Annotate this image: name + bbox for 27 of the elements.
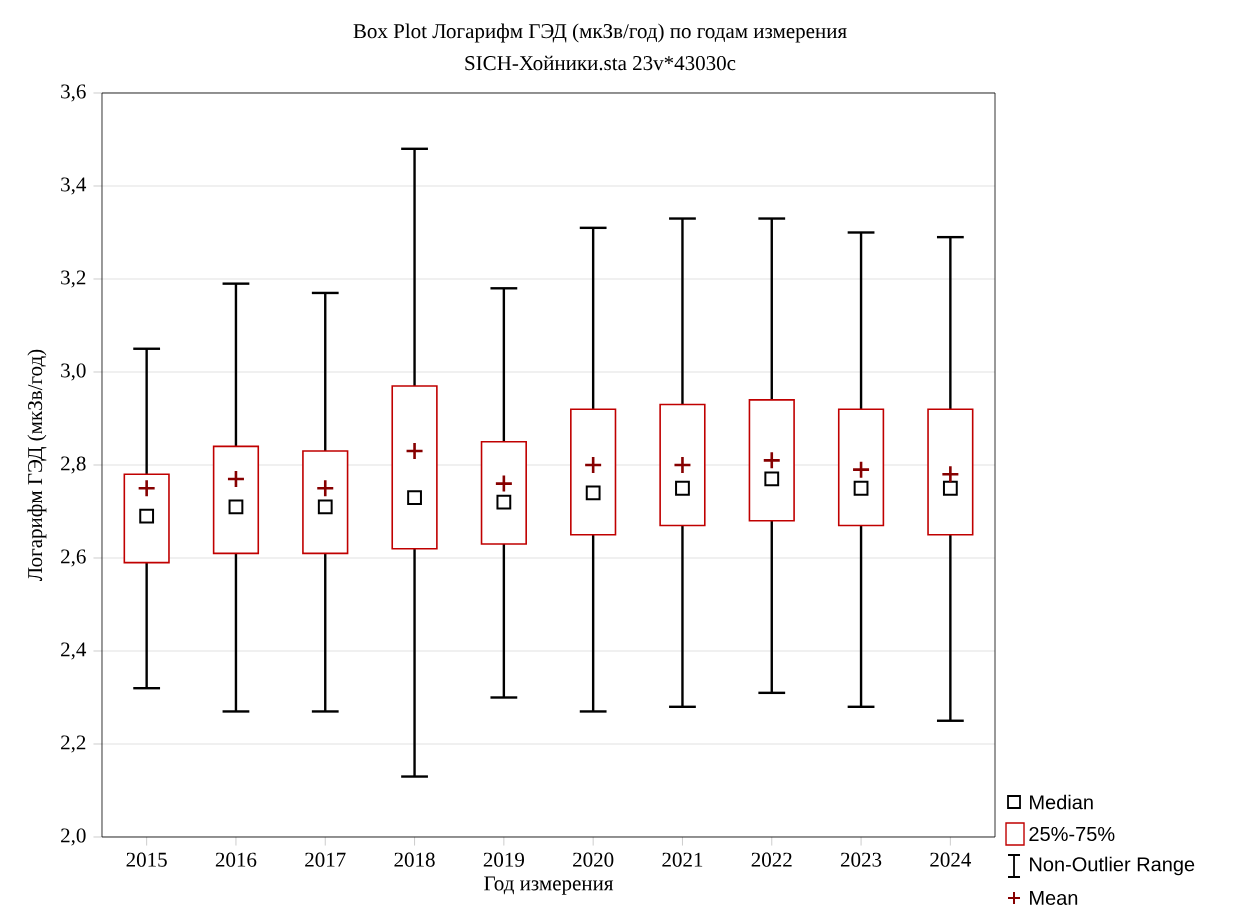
y-tick-label: 3,4	[61, 177, 87, 195]
x-tick-label: 2023	[840, 852, 882, 867]
y-tick-label: 2,8	[61, 456, 86, 474]
x-axis-title: Год измерения	[484, 876, 614, 895]
x-tick-label: 2019	[483, 852, 524, 867]
y-tick-label: 2,4	[61, 642, 87, 660]
x-tick-label: 2015	[126, 852, 167, 867]
text: Mean	[1030, 891, 1078, 905]
y-axis-title: Логарифм ГЭД (мкЗв/год)	[27, 349, 47, 581]
x-tick-label: 2017	[305, 852, 346, 867]
y-tick-label: 3,0	[61, 363, 86, 381]
text: Non-Outlier Range	[1030, 856, 1195, 876]
y-tick-label: 3,2	[61, 270, 86, 288]
chart-title: Box Plot Логарифм ГЭД (мкЗв/год) по годам измерения	[353, 23, 847, 43]
x-tick-label: 2024	[930, 852, 972, 867]
text: Median	[1030, 794, 1093, 810]
x-tick-label: 2021	[662, 852, 703, 867]
y-tick-label: 2,0	[61, 828, 86, 846]
y-tick-label: 3,6	[61, 84, 86, 102]
x-tick-label: 2020	[573, 852, 614, 867]
y-tick-label: 2,2	[61, 735, 86, 753]
x-tick-label: 2018	[394, 852, 435, 867]
x-tick-label: 2016	[215, 852, 257, 867]
x-tick-label: 2022	[751, 852, 792, 867]
y-tick-label: 2,6	[61, 549, 86, 567]
text: 25%-75%	[1029, 826, 1115, 842]
chart-subtitle: SICH-Хойники.sta 23v*43030c	[465, 55, 736, 71]
